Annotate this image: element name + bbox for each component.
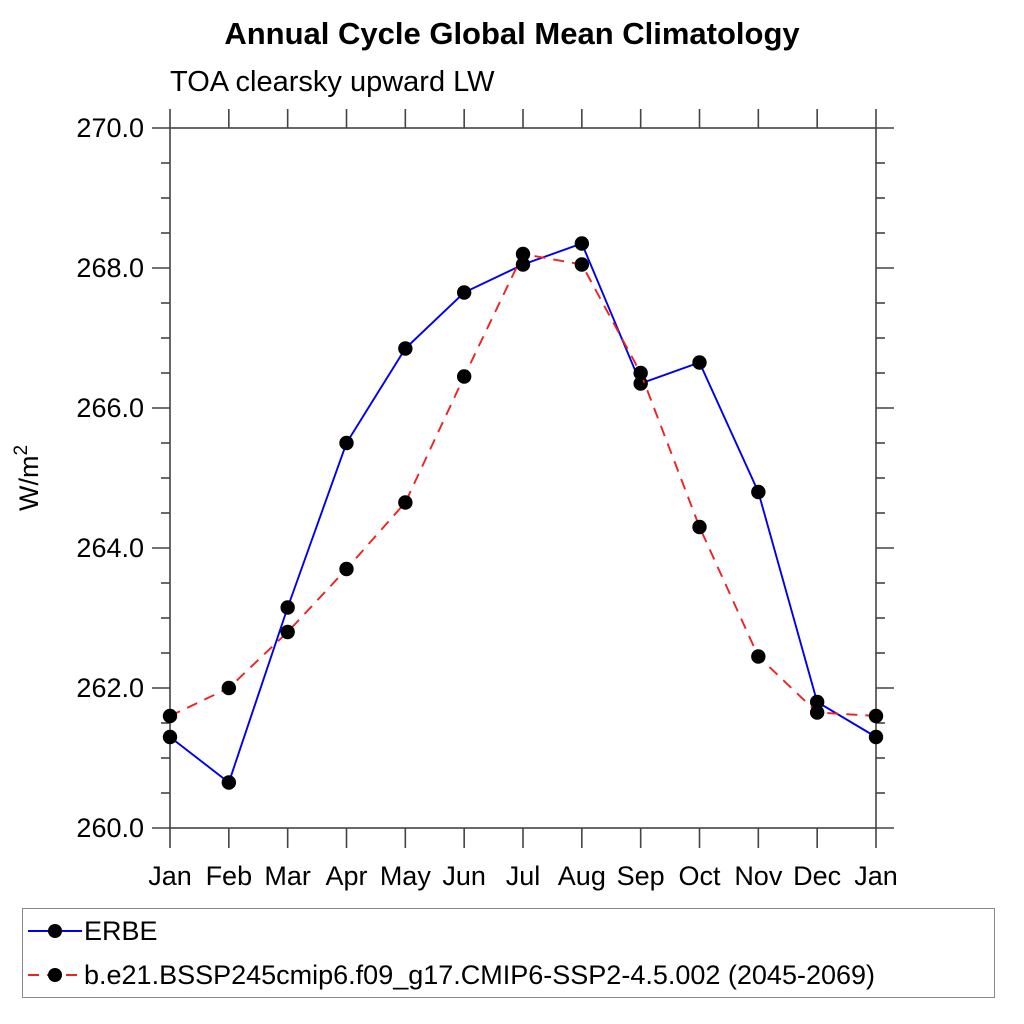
data-point-marker [339,435,354,451]
series-line-erbe [169,242,877,785]
y-tick-label: 260.0 [76,813,144,843]
data-point-marker [221,775,237,790]
x-tick-label: Oct [678,861,721,891]
plot-frame [169,127,877,829]
chart-subtitle: TOA clearsky upward LW [170,66,495,98]
data-point-marker [751,649,766,664]
data-point-marker [339,561,354,577]
legend-box: ERBE b.e21.BSSP245cmip6.f09_g17.CMIP6-SSP… [22,908,995,998]
x-tick-label: Dec [793,861,841,891]
data-point-marker [515,246,531,262]
y-tick-label: 266.0 [76,393,144,423]
x-tick-label: May [380,861,432,891]
legend-marker-dot [48,924,62,938]
data-point-marker [868,708,884,724]
data-point-marker [809,694,825,710]
legend-label: b.e21.BSSP245cmip6.f09_g17.CMIP6-SSP2-4.… [84,959,876,990]
x-tick-label: Feb [206,861,253,891]
data-point-marker [162,708,178,724]
y-tick-label: 268.0 [76,253,144,283]
x-tick-label: Jan [148,861,192,891]
legend-marker-dot [48,968,62,982]
chart-title: Annual Cycle Global Mean Climatology [224,16,800,51]
x-tick-label: Mar [264,861,311,891]
data-point-marker [280,600,295,615]
data-point-marker [809,705,825,720]
data-point-marker [574,236,590,251]
data-point-marker [868,729,884,745]
data-point-marker [162,729,178,745]
x-tick-label: Jun [442,861,486,891]
data-point-marker [221,680,237,696]
x-tick-label: Sep [617,861,665,891]
data-point-marker [515,257,531,272]
legend-label: ERBE [84,915,158,946]
legend-swatch-dashed-line [28,968,82,982]
data-point-marker [574,257,590,272]
series-line-model [169,252,877,717]
legend-item-model: b.e21.BSSP245cmip6.f09_g17.CMIP6-SSP2-4.… [23,953,994,997]
y-axis-label: W/m2 [11,445,44,511]
data-point-marker [692,355,707,370]
y-tick-label: 264.0 [76,533,144,563]
data-point-marker [633,365,648,381]
y-tick-label: 270.0 [76,113,144,143]
x-tick-label: Jul [506,861,541,891]
data-point-marker [692,519,707,535]
data-point-marker [398,341,413,356]
data-point-marker [280,624,295,640]
legend-swatch-solid-line [28,924,82,938]
data-point-marker [398,495,413,510]
data-point-marker [751,484,766,500]
x-tick-label: Aug [558,861,606,891]
y-tick-label: 262.0 [76,673,144,703]
x-tick-label: Apr [325,861,367,891]
data-point-marker [456,285,472,300]
legend-item-erbe: ERBE [23,909,994,953]
data-point-marker [456,369,472,384]
x-tick-label: Nov [734,861,783,891]
x-tick-label: Jan [854,861,898,891]
